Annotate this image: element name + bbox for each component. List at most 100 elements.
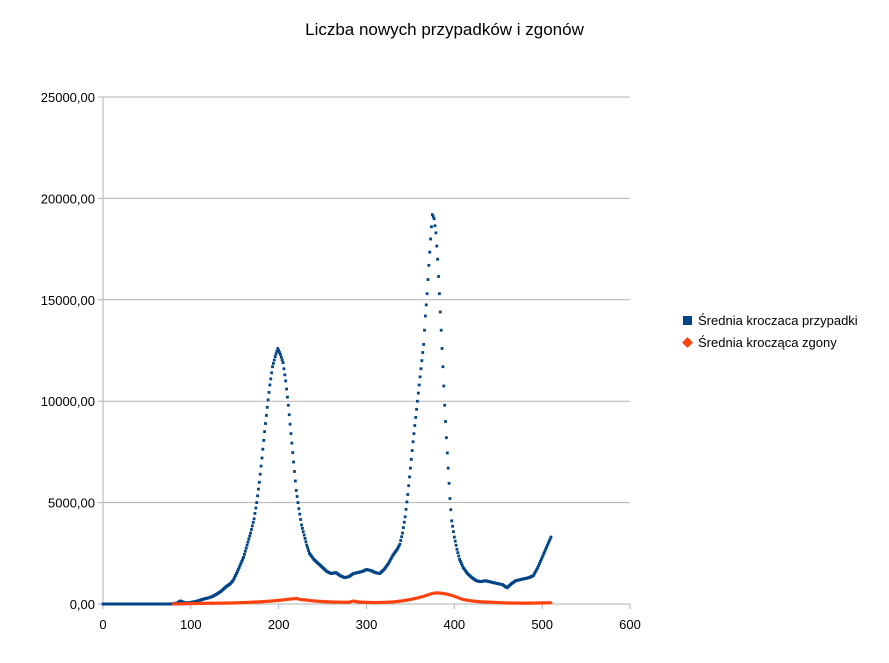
data-point-cases (445, 451, 449, 455)
data-point-cases (454, 543, 458, 547)
data-point-cases (434, 231, 438, 235)
data-point-cases (232, 577, 236, 581)
data-point-cases (401, 526, 405, 530)
data-point-cases (263, 430, 267, 434)
data-point-cases (235, 570, 239, 573)
data-point-cases (273, 355, 277, 358)
data-point-cases (439, 328, 443, 332)
axes (98, 96, 631, 609)
data-point-cases (545, 545, 548, 549)
data-point-cases (542, 551, 546, 555)
data-point-cases (540, 555, 544, 559)
data-point-cases (537, 564, 541, 567)
data-point-cases (257, 480, 261, 484)
data-point-cases (438, 310, 442, 314)
x-tick-label: 300 (356, 617, 378, 632)
data-point-cases (304, 540, 308, 544)
data-point-cases (289, 432, 293, 436)
x-tick-label: 0 (99, 617, 106, 632)
data-point-cases (449, 508, 453, 512)
data-point-cases (541, 553, 545, 557)
data-point-cases (257, 487, 260, 491)
data-point-cases (411, 440, 415, 444)
data-point-cases (255, 501, 259, 504)
data-point-cases (450, 519, 454, 523)
data-point-cases (408, 475, 411, 479)
data-point-cases (278, 351, 281, 354)
data-point-cases (234, 573, 238, 577)
legend-item-deaths: Średnia krocząca zgony (682, 331, 858, 353)
data-point-cases (436, 257, 440, 261)
x-tick-label: 500 (531, 617, 553, 632)
data-point-cases (404, 507, 408, 511)
data-point-cases (307, 549, 310, 552)
data-point-cases (249, 531, 252, 535)
data-point-cases (300, 523, 303, 527)
data-point-cases (276, 347, 280, 350)
data-point-cases (420, 359, 424, 363)
data-point-cases (305, 543, 309, 547)
data-point-cases (261, 447, 265, 451)
data-point-cases (459, 562, 463, 565)
data-point-cases (282, 367, 286, 371)
data-point-cases (390, 555, 394, 559)
series-cases (101, 213, 553, 606)
data-point-cases (460, 564, 464, 567)
data-point-cases (433, 224, 437, 228)
data-point-cases (303, 537, 307, 540)
data-point-cases (247, 537, 251, 541)
data-point-cases (395, 547, 399, 551)
data-point-cases (452, 535, 456, 539)
data-point-deaths (549, 600, 553, 605)
data-point-cases (286, 395, 289, 399)
data-point-cases (536, 566, 540, 569)
data-point-cases (406, 493, 410, 496)
data-point-cases (250, 524, 254, 528)
data-point-cases (532, 572, 536, 576)
data-point-cases (387, 560, 391, 564)
data-point-cases (421, 351, 425, 354)
data-point-cases (431, 215, 435, 219)
data-point-cases (281, 361, 285, 365)
data-point-cases (441, 365, 445, 369)
data-point-cases (251, 520, 255, 524)
data-point-cases (442, 384, 446, 388)
data-point-cases (292, 460, 295, 464)
data-point-cases (417, 383, 421, 387)
data-point-cases (284, 379, 288, 383)
legend-item-cases: Średnia kroczaca przypadki (683, 309, 858, 331)
data-point-cases (244, 546, 248, 550)
data-point-cases (539, 560, 542, 563)
series-deaths (171, 591, 553, 606)
data-point-cases (446, 466, 450, 470)
chart-title: Liczba nowych przypadków i zgonów (305, 20, 584, 39)
legend-label-cases: Średnia kroczaca przypadki (698, 312, 858, 328)
data-point-cases (279, 355, 283, 359)
data-point-cases (414, 416, 418, 419)
data-point-cases (299, 518, 303, 521)
data-point-cases (306, 546, 310, 550)
data-point-cases (231, 579, 235, 583)
data-point-cases (547, 539, 551, 543)
data-point-cases (424, 303, 428, 307)
data-point-cases (398, 542, 402, 546)
data-point-cases (548, 537, 552, 541)
data-point-cases (294, 489, 298, 492)
data-point-cases (453, 539, 457, 543)
data-point-cases (258, 472, 262, 476)
data-point-cases (535, 567, 539, 571)
y-tick-label: 5000,00 (48, 496, 95, 511)
data-point-cases (457, 554, 461, 558)
data-point-cases (396, 546, 400, 549)
data-point-cases (245, 543, 249, 547)
data-point-cases (407, 484, 411, 488)
legend-diamond-icon (682, 336, 693, 348)
data-point-cases (429, 237, 433, 241)
data-point-cases (259, 464, 263, 468)
data-point-cases (426, 278, 430, 281)
data-point-cases (243, 552, 246, 556)
data-point-cases (459, 560, 462, 563)
data-point-cases (235, 572, 238, 575)
data-point-cases (238, 564, 242, 567)
data-point-cases (246, 540, 250, 544)
